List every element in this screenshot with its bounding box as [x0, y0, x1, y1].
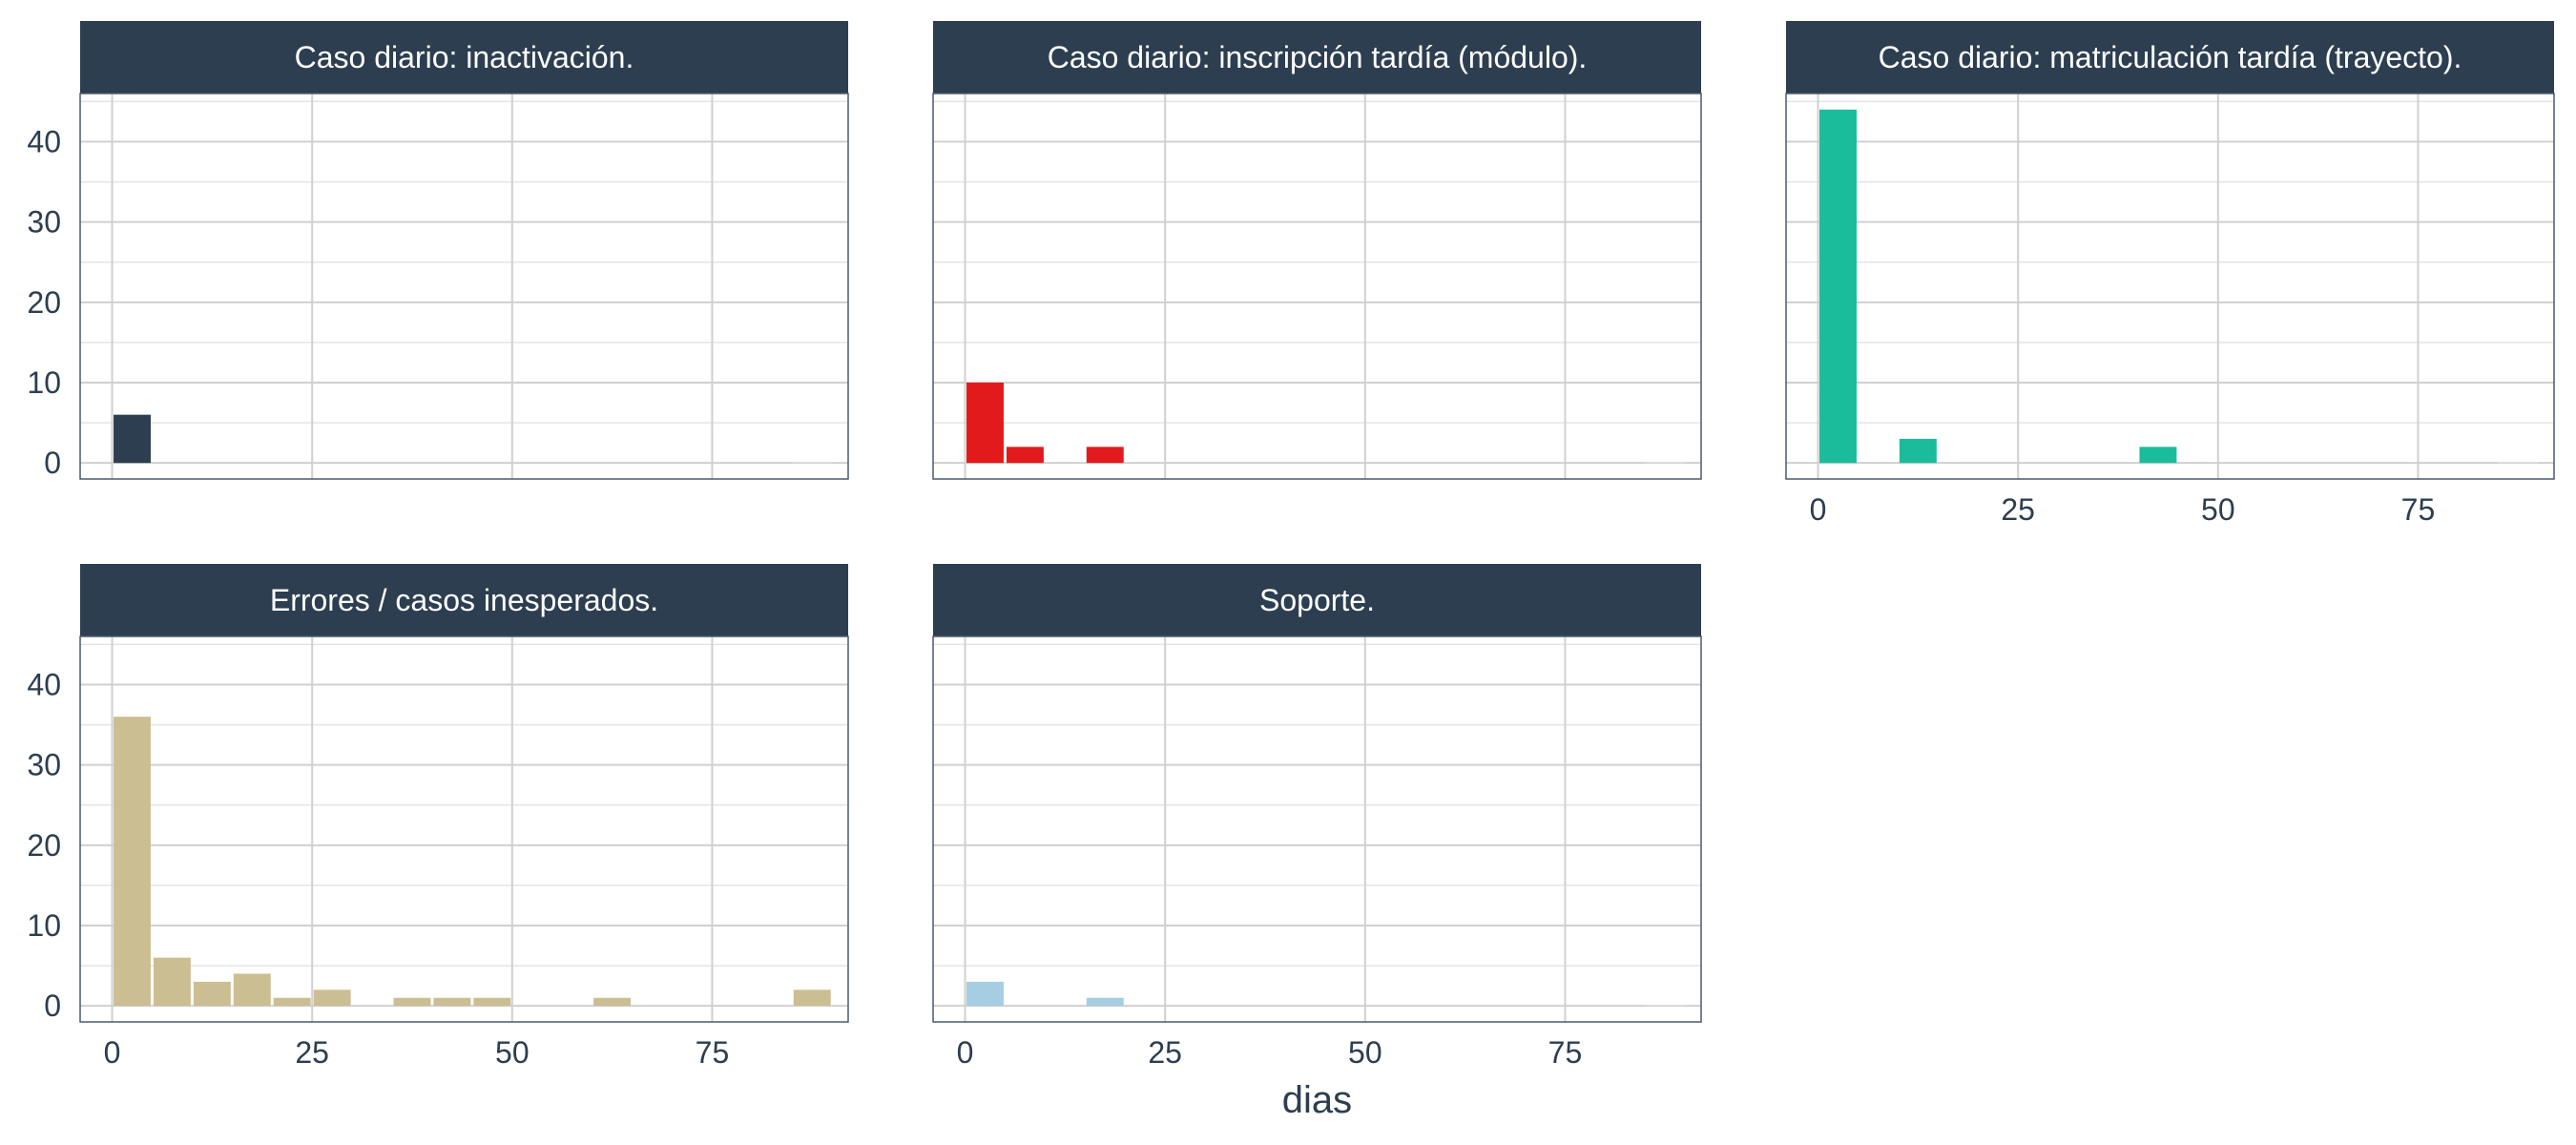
histogram-bar	[1086, 997, 1124, 1007]
histogram-bar	[114, 717, 151, 1007]
facet-title: Soporte.	[1259, 583, 1375, 617]
panel-border	[932, 93, 1702, 480]
histogram-bar	[153, 957, 191, 1007]
facet-title: Errores / casos inesperados.	[270, 583, 658, 617]
plot-background	[1786, 94, 2554, 479]
histogram-bar	[114, 414, 151, 464]
facet-strip	[1786, 21, 2554, 94]
facet-panel: Caso diario: inactivación. 0 10 20 30 40	[27, 21, 849, 480]
panel-border	[1785, 93, 2555, 480]
facet-title: Caso diario: matriculación tardía (traye…	[1879, 40, 2462, 74]
panel-border	[79, 635, 849, 1023]
histogram-bar	[433, 997, 471, 1007]
x-tick-label: 50	[495, 1035, 530, 1070]
histogram-bar	[393, 997, 431, 1007]
y-tick-label: 10	[27, 908, 61, 943]
histogram-bar	[233, 973, 271, 1007]
plot-background	[80, 636, 848, 1022]
facet-panel: Soporte. 0 25 50 75	[932, 564, 1702, 1070]
y-tick-label: 40	[27, 125, 61, 159]
plot-background	[933, 94, 1701, 479]
histogram-bar	[2139, 447, 2177, 464]
x-tick-label: 50	[2201, 492, 2235, 527]
x-tick-label: 75	[696, 1035, 730, 1070]
facet-panel: Caso diario: matriculación tardía (traye…	[1785, 21, 2555, 527]
x-tick-label: 0	[104, 1035, 121, 1070]
x-tick-label: 25	[295, 1035, 329, 1070]
y-tick-label: 10	[27, 365, 61, 400]
histogram-bar	[966, 383, 1004, 464]
histogram-bar	[1899, 438, 1937, 464]
y-tick-label: 30	[27, 748, 61, 782]
plot-background	[80, 94, 848, 479]
y-tick-label: 30	[27, 205, 61, 239]
y-tick-label: 20	[27, 828, 61, 863]
histogram-bar	[273, 997, 311, 1007]
plot-background	[933, 636, 1701, 1022]
histogram-bar	[793, 989, 831, 1007]
facet-panel: Caso diario: inscripción tardía (módulo)…	[932, 21, 1702, 480]
x-tick-label: 50	[1348, 1035, 1382, 1070]
panel-border	[79, 93, 849, 480]
y-tick-label: 0	[44, 446, 61, 480]
histogram-bar	[313, 989, 351, 1007]
x-tick-label: 25	[2001, 492, 2035, 527]
histogram-bar	[1086, 447, 1124, 464]
facet-strip	[80, 21, 848, 94]
x-tick-label: 75	[1548, 1035, 1583, 1070]
x-axis-title: dias	[1282, 1079, 1352, 1121]
x-tick-label: 0	[1810, 492, 1827, 527]
y-tick-label: 20	[27, 285, 61, 320]
facet-strip	[933, 21, 1701, 94]
facet-strip	[933, 564, 1701, 636]
histogram-bar	[473, 997, 511, 1007]
x-tick-label: 0	[957, 1035, 974, 1070]
histogram-bar	[1006, 447, 1044, 464]
x-tick-label: 75	[2401, 492, 2436, 527]
facet-title: Caso diario: inactivación.	[295, 40, 634, 74]
facet-strip	[80, 564, 848, 636]
histogram-bar	[966, 981, 1004, 1007]
panel-border	[932, 635, 1702, 1023]
y-tick-label: 0	[44, 989, 61, 1023]
x-tick-label: 25	[1148, 1035, 1182, 1070]
histogram-bar	[193, 981, 231, 1007]
histogram-bar	[593, 997, 632, 1007]
histogram-bar	[1819, 109, 1857, 464]
y-tick-label: 40	[27, 668, 61, 702]
facet-panel: Errores / casos inesperados. 0 10 20 30 40 0 25…	[27, 564, 849, 1070]
facet-title: Caso diario: inscripción tardía (módulo)…	[1048, 40, 1588, 74]
